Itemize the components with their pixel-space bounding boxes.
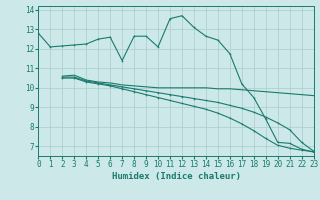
X-axis label: Humidex (Indice chaleur): Humidex (Indice chaleur) — [111, 172, 241, 181]
